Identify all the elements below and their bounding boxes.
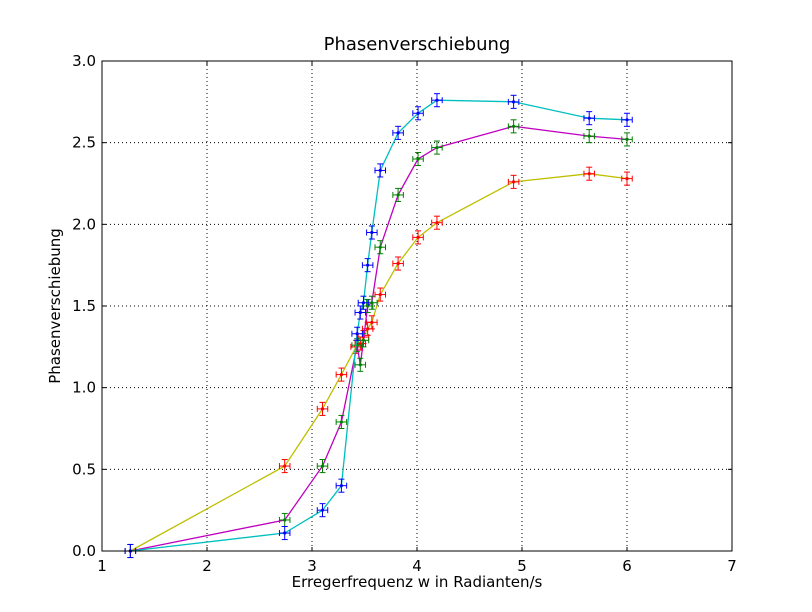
series-line — [130, 125, 628, 552]
data-point — [370, 301, 374, 305]
data-point — [416, 235, 420, 239]
y-tick-label: 2.0 — [72, 215, 96, 233]
data-point — [587, 116, 591, 120]
data-point — [625, 137, 629, 141]
data-point — [378, 292, 382, 297]
data-point — [366, 263, 370, 267]
data-point — [283, 518, 287, 522]
series-line — [129, 173, 628, 552]
data-point — [625, 118, 629, 122]
data-point — [435, 98, 439, 102]
data-point — [358, 363, 362, 367]
series-3 — [124, 93, 633, 559]
data-point — [320, 508, 325, 512]
data-point — [625, 177, 629, 181]
data-point — [339, 373, 343, 377]
data-point — [435, 145, 439, 150]
data-point — [435, 221, 439, 225]
data-point — [283, 464, 287, 468]
data-point — [370, 320, 374, 324]
data-point — [358, 341, 362, 346]
data-point — [587, 172, 591, 176]
y-tick-label: 1.5 — [72, 297, 96, 315]
data-point — [283, 531, 287, 535]
y-tick-label: 0.5 — [72, 460, 96, 478]
data-point — [320, 464, 325, 468]
y-tick-label: 3.0 — [72, 52, 96, 70]
data-point — [396, 261, 400, 266]
data-point — [511, 180, 516, 184]
data-point — [320, 407, 325, 411]
data-point — [370, 230, 374, 235]
data-point — [587, 134, 591, 138]
x-tick-label: 1 — [97, 557, 107, 575]
data-point — [358, 310, 362, 315]
data-point — [416, 111, 420, 115]
y-tick-label: 1.0 — [72, 379, 96, 397]
data-point — [378, 245, 382, 249]
data-point — [511, 100, 516, 104]
x-tick-label: 5 — [517, 557, 527, 575]
data-point — [339, 484, 343, 488]
x-tick-label: 7 — [727, 557, 737, 575]
y-tick-label: 2.5 — [72, 134, 96, 152]
ticks: 1 2 3 4 5 6 7 0.0 0.5 1.0 1.5 2.0 2.5 3.0 — [72, 52, 737, 575]
x-tick-label: 3 — [307, 557, 317, 575]
data-point — [366, 327, 370, 331]
error-bar — [431, 140, 443, 155]
chart-title: Phasenverschiebung — [324, 34, 511, 55]
x-axis-label: Erregerfrequenz w in Radianten/s — [292, 573, 543, 591]
data-point — [378, 168, 382, 173]
grid — [102, 61, 732, 551]
x-tick-label: 4 — [412, 557, 422, 575]
data-point — [339, 420, 343, 424]
data-point — [361, 301, 366, 305]
x-tick-label: 6 — [622, 557, 632, 575]
data-point — [396, 131, 400, 135]
data-point — [511, 124, 516, 128]
data-point — [396, 193, 400, 197]
x-tick-label: 2 — [202, 557, 212, 575]
data-point — [416, 157, 420, 161]
data-point — [355, 332, 359, 336]
y-tick-label: 0.0 — [72, 542, 96, 560]
data-point — [361, 338, 366, 342]
y-axis-label: Phasenverschiebung — [46, 228, 64, 384]
series-line — [130, 99, 628, 552]
